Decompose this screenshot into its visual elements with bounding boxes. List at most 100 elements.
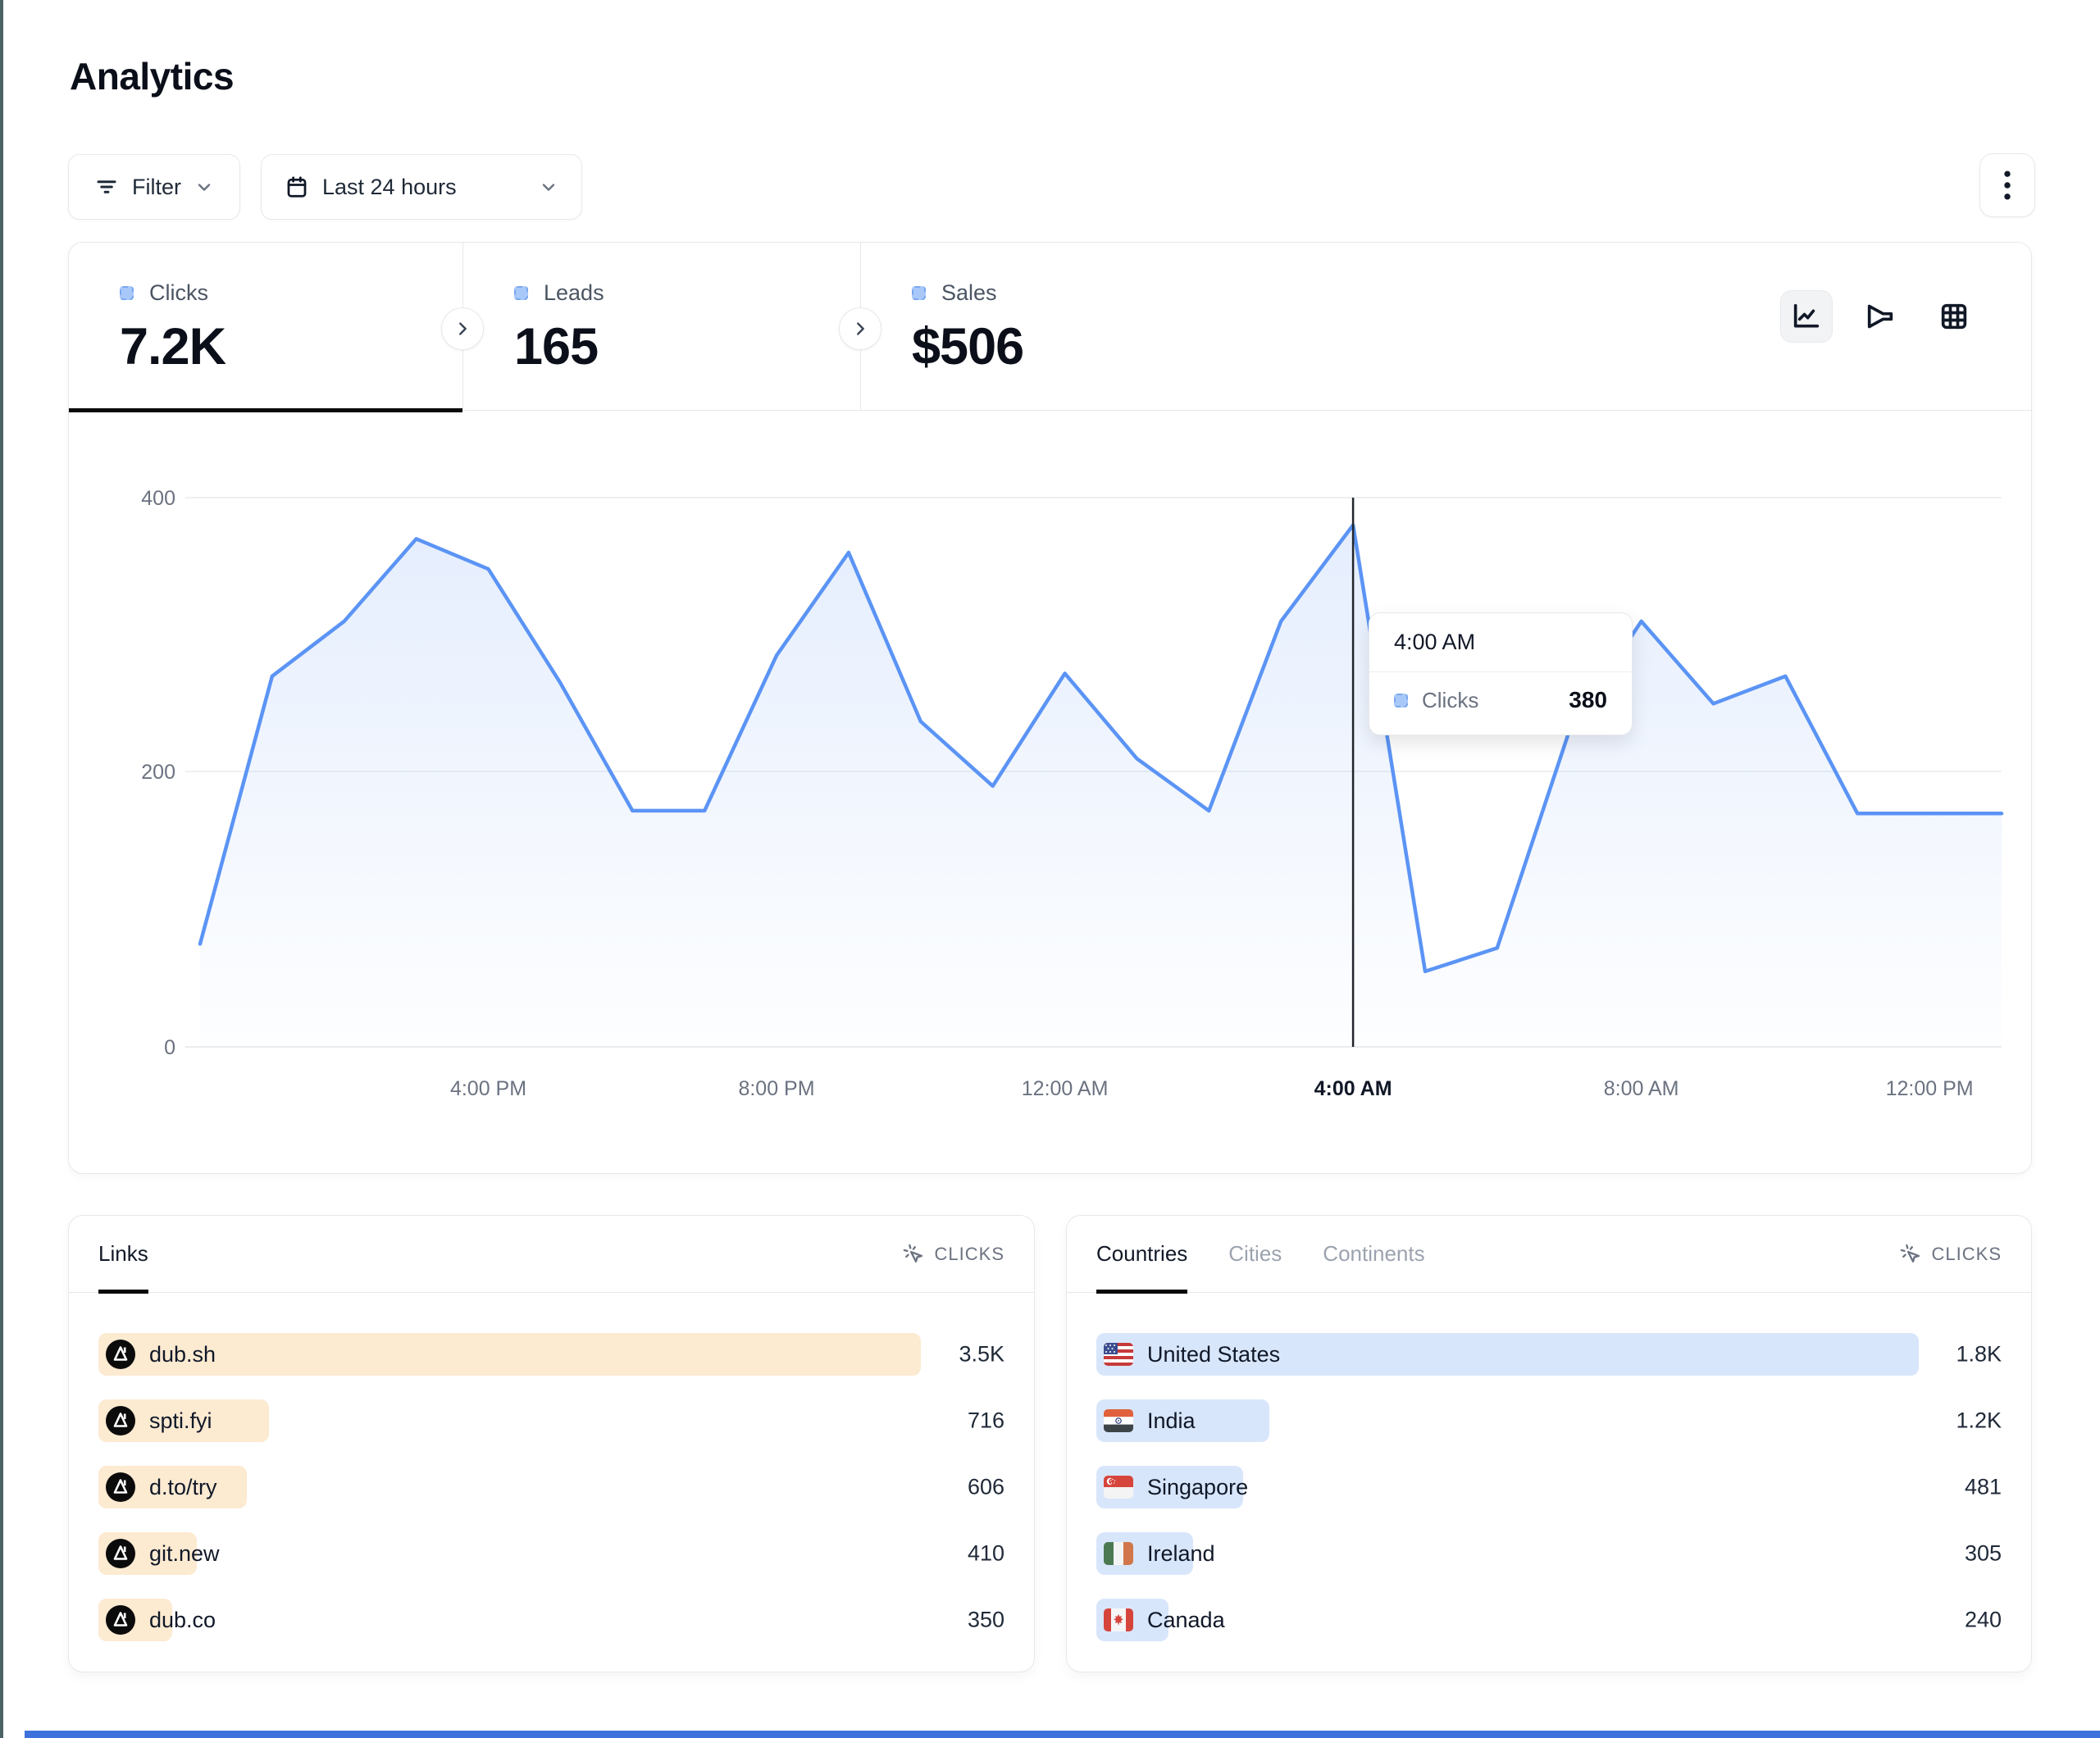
metric-label: Clicks <box>149 280 208 305</box>
svg-text:0: 0 <box>164 1036 175 1059</box>
country-label: India <box>1147 1408 1196 1433</box>
tab-clicks[interactable]: Clicks 7.2K <box>69 243 462 412</box>
svg-text:8:00 PM: 8:00 PM <box>738 1077 814 1100</box>
link-label: dub.sh <box>149 1341 216 1367</box>
links-tab-underline <box>98 1289 148 1294</box>
metric-label: Sales <box>941 280 997 305</box>
leads-legend-swatch <box>514 286 528 300</box>
country-row[interactable]: Ireland 305 <box>1096 1532 2002 1575</box>
analytics-chart-card: Clicks 7.2K Leads 165 Sales $506 <box>68 242 2032 1174</box>
link-label: spti.fyi <box>149 1408 212 1433</box>
more-options-button[interactable] <box>1979 153 2035 217</box>
sales-value: $506 <box>912 318 1024 375</box>
links-panel-header: Links CLICKS <box>69 1216 1034 1294</box>
country-row[interactable]: Canada 240 <box>1096 1599 2002 1641</box>
canada-flag-icon <box>1104 1608 1133 1631</box>
link-row[interactable]: spti.fyi 716 <box>98 1399 1004 1442</box>
chart-tooltip: 4:00 AM Clicks 380 <box>1369 612 1633 735</box>
countries-panel: Countries Cities Continents CLICKS <box>1066 1215 2032 1672</box>
link-row[interactable]: dub.sh 3.5K <box>98 1333 1004 1376</box>
link-label: git.new <box>149 1540 220 1566</box>
tab-sales[interactable]: Sales $506 <box>860 243 2031 411</box>
kebab-menu-icon <box>1997 169 2018 202</box>
chevron-right-icon <box>459 322 467 335</box>
tooltip-value: 380 <box>1569 687 1607 712</box>
links-list: dub.sh 3.5K spti.fyi 716 d.to/try 606 gi… <box>98 1333 1004 1665</box>
clicks-value: 7.2K <box>120 318 226 375</box>
link-label: d.to/try <box>149 1474 217 1499</box>
country-row[interactable]: United States 1.8K <box>1096 1333 2002 1376</box>
country-row[interactable]: India 1.2K <box>1096 1399 2002 1442</box>
clicks-line <box>198 523 2004 974</box>
funnel-chart-icon <box>1867 304 1893 329</box>
sales-legend-swatch <box>912 286 926 300</box>
tooltip-series-label: Clicks <box>1422 687 1479 712</box>
link-clicks-value: 606 <box>967 1474 1004 1499</box>
countries-tab-underline <box>1096 1289 1188 1294</box>
links-panel: Links CLICKS dub.sh 3.5K spti.fyi <box>68 1215 1035 1672</box>
active-tab-underline <box>69 408 462 412</box>
dub-logo-icon <box>106 1539 135 1568</box>
svg-text:400: 400 <box>141 487 175 510</box>
svg-text:8:00 AM: 8:00 AM <box>1604 1077 1679 1100</box>
ireland-flag-icon <box>1104 1542 1133 1565</box>
country-clicks-value: 481 <box>1964 1474 2002 1499</box>
x-axis-labels: 4:00 PM 8:00 PM 12:00 AM 4:00 AM 8:00 AM… <box>450 1077 1974 1100</box>
link-row[interactable]: d.to/try 606 <box>98 1466 1004 1508</box>
svg-text:200: 200 <box>141 761 175 784</box>
line-chart-view-button[interactable] <box>1780 290 1833 343</box>
country-label: United States <box>1147 1341 1281 1367</box>
india-flag-icon <box>1104 1409 1133 1432</box>
country-clicks-value: 1.8K <box>1956 1341 2002 1367</box>
metric-tabs-row: Clicks 7.2K Leads 165 Sales $506 <box>69 243 2031 412</box>
chevron-right-icon <box>857 322 864 335</box>
dub-logo-icon <box>106 1472 135 1502</box>
country-row[interactable]: Singapore 481 <box>1096 1466 2002 1508</box>
filter-button-label: Filter <box>132 174 181 199</box>
link-label: dub.co <box>149 1607 216 1632</box>
tab-continents[interactable]: Continents <box>1323 1241 1425 1266</box>
dub-logo-icon <box>106 1340 135 1369</box>
country-clicks-value: 240 <box>1964 1607 2002 1632</box>
link-clicks-value: 716 <box>967 1408 1004 1433</box>
funnel-view-button[interactable] <box>1854 290 1906 343</box>
country-label: Singapore <box>1147 1474 1249 1499</box>
links-metric-selector[interactable]: CLICKS <box>902 1243 1004 1266</box>
tab-cities[interactable]: Cities <box>1228 1241 1282 1266</box>
cursor-click-icon <box>1899 1243 1922 1266</box>
link-clicks-value: 3.5K <box>959 1341 1004 1367</box>
countries-metric-selector[interactable]: CLICKS <box>1899 1243 2002 1266</box>
link-row[interactable]: git.new 410 <box>98 1532 1004 1575</box>
country-label: Ireland <box>1147 1540 1215 1566</box>
metric-carousel-next-button[interactable] <box>839 307 881 350</box>
area-fill <box>200 525 2002 1047</box>
tooltip-time: 4:00 AM <box>1369 613 1632 672</box>
tooltip-legend-swatch <box>1394 693 1408 707</box>
metric-label: Leads <box>544 280 604 305</box>
countries-list: United States 1.8K India 1.2K Singapore … <box>1096 1333 2002 1665</box>
leads-value: 165 <box>514 318 599 375</box>
link-clicks-value: 350 <box>967 1607 1004 1632</box>
date-range-button[interactable]: Last 24 hours <box>261 154 582 220</box>
svg-text:12:00 AM: 12:00 AM <box>1022 1077 1109 1100</box>
filter-button[interactable]: Filter <box>68 154 240 220</box>
clicks-area-chart[interactable]: 400 200 0 4:00 PM 8:00 PM 12:00 AM 4:00 … <box>69 243 2033 1175</box>
window-edge-strip <box>0 0 3 1738</box>
filter-icon <box>94 175 119 199</box>
cursor-click-icon <box>902 1243 925 1266</box>
country-clicks-value: 305 <box>1964 1540 2002 1566</box>
metric-carousel-next-button[interactable] <box>441 307 484 350</box>
tab-leads[interactable]: Leads 165 <box>462 243 860 411</box>
clicks-legend-swatch <box>120 286 134 300</box>
svg-text:4:00 AM: 4:00 AM <box>1314 1077 1392 1100</box>
country-label: Canada <box>1147 1607 1225 1632</box>
link-row[interactable]: dub.co 350 <box>98 1599 1004 1641</box>
tab-links[interactable]: Links <box>98 1216 148 1294</box>
singapore-flag-icon <box>1104 1476 1133 1499</box>
table-view-button[interactable] <box>1928 290 1980 343</box>
page-title: Analytics <box>70 55 235 98</box>
countries-panel-header: Countries Cities Continents CLICKS <box>1067 1216 2031 1294</box>
tab-countries[interactable]: Countries <box>1096 1216 1188 1294</box>
svg-text:4:00 PM: 4:00 PM <box>450 1077 526 1100</box>
country-clicks-value: 1.2K <box>1956 1408 2002 1433</box>
